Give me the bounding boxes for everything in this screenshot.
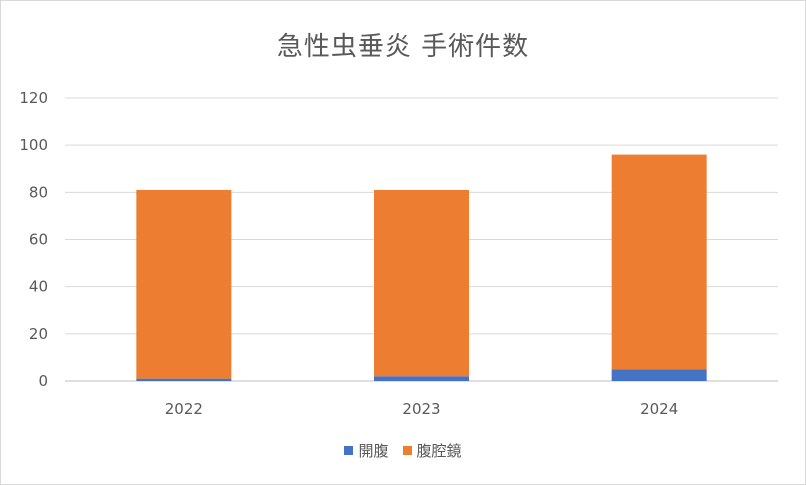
legend-item-open: 開腹 [344, 440, 389, 461]
legend-swatch-laparoscopic [402, 446, 412, 455]
x-tick-label: 2023 [402, 400, 440, 418]
x-tick-label: 2024 [640, 400, 678, 418]
y-tick-label: 80 [29, 183, 48, 201]
chart-title: 急性虫垂炎 手術件数 [276, 32, 530, 62]
y-tick-label: 60 [29, 231, 48, 249]
bar-open [374, 376, 469, 381]
legend-swatch-open [344, 446, 354, 455]
chart-legend: 開腹 腹腔鏡 [0, 440, 806, 461]
bar-laparoscopic [611, 154, 707, 370]
y-tick-label: 120 [19, 89, 48, 107]
y-tick-label: 20 [29, 325, 48, 343]
legend-item-laparoscopic: 腹腔鏡 [402, 440, 462, 461]
bar-open [611, 369, 707, 381]
x-tick-label: 2022 [165, 400, 203, 418]
y-tick-label: 40 [29, 278, 48, 296]
bar-open [136, 378, 232, 381]
y-tick-label: 100 [19, 136, 48, 154]
bar-laparoscopic [136, 189, 232, 379]
y-tick-label: 0 [38, 372, 48, 390]
bar-laparoscopic [374, 189, 469, 377]
legend-label-laparoscopic: 腹腔鏡 [416, 442, 462, 460]
legend-label-open: 開腹 [358, 442, 389, 460]
